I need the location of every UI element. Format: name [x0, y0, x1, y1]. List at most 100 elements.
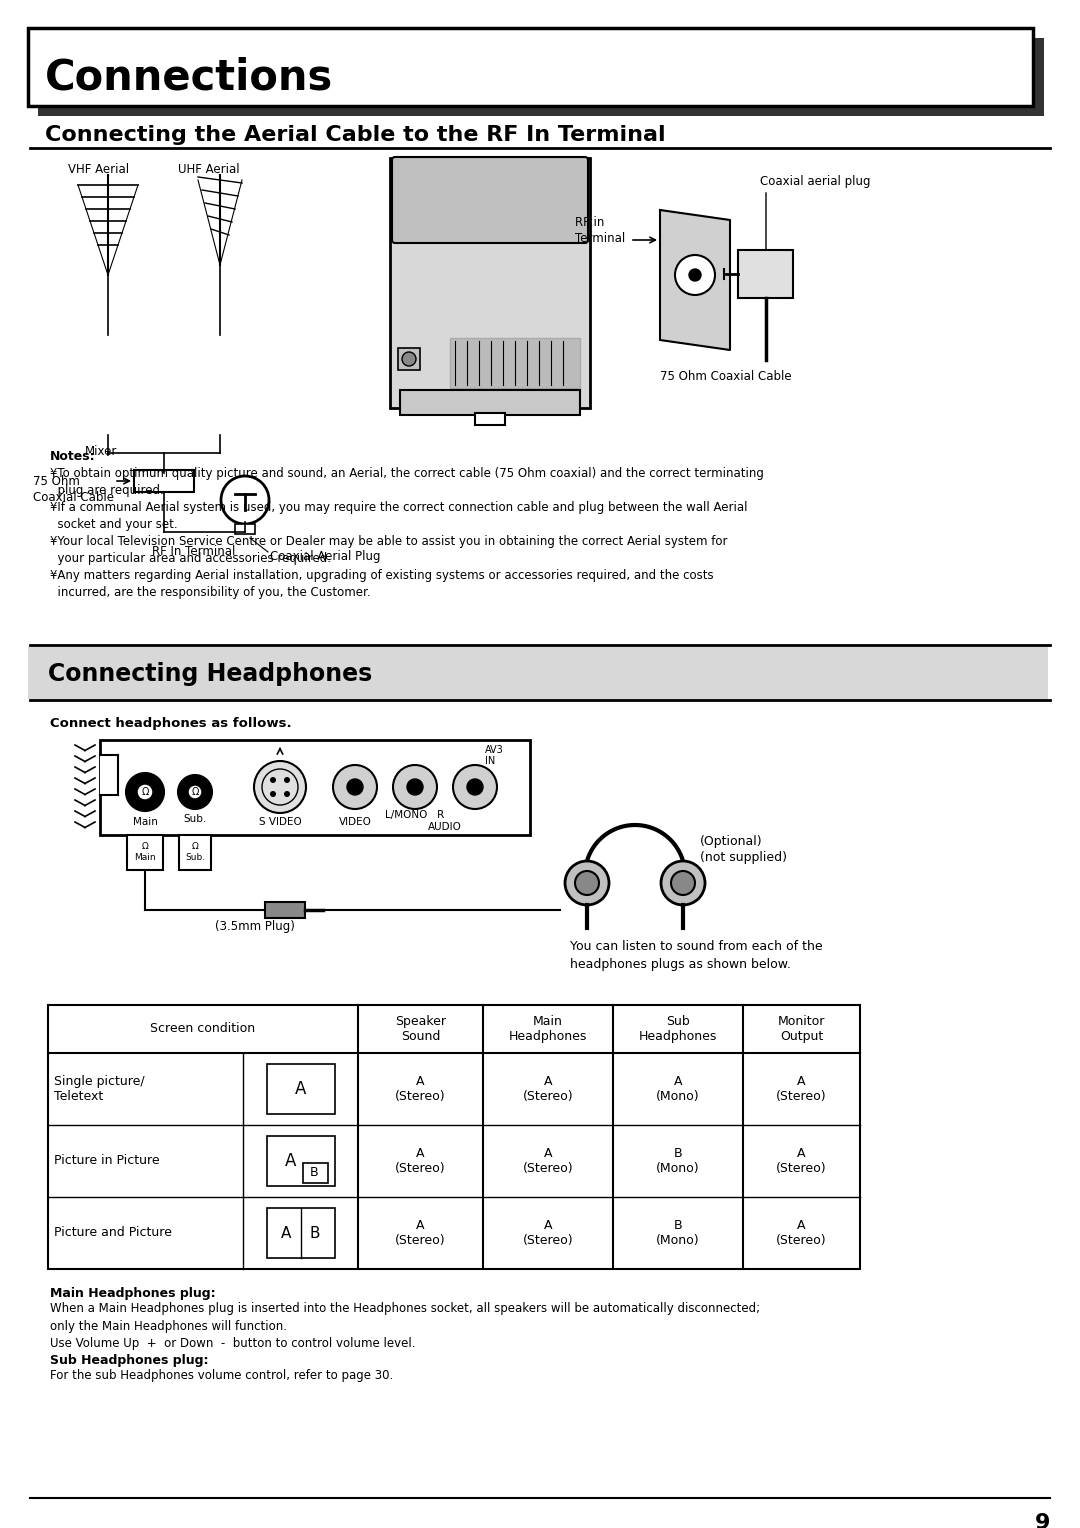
Text: Main: Main — [133, 817, 158, 827]
Text: (3.5mm Plug): (3.5mm Plug) — [215, 920, 295, 934]
Text: Speaker
Sound: Speaker Sound — [395, 1015, 446, 1044]
Text: Sub Headphones plug:: Sub Headphones plug: — [50, 1354, 208, 1368]
Text: A
(Stereo): A (Stereo) — [395, 1148, 446, 1175]
Text: AUDIO: AUDIO — [428, 822, 462, 833]
Text: A: A — [285, 1152, 296, 1170]
Text: your particular area and accessories required.: your particular area and accessories req… — [50, 552, 330, 565]
Text: B
(Mono): B (Mono) — [657, 1148, 700, 1175]
Text: Screen condition: Screen condition — [150, 1022, 256, 1036]
Bar — [265, 902, 305, 918]
Text: Picture and Picture: Picture and Picture — [54, 1227, 172, 1239]
Text: Ω
Sub.: Ω Sub. — [185, 842, 205, 862]
Circle shape — [137, 784, 153, 801]
Circle shape — [689, 269, 701, 281]
FancyBboxPatch shape — [392, 157, 588, 243]
Circle shape — [254, 761, 306, 813]
Bar — [179, 834, 211, 869]
Circle shape — [270, 778, 276, 782]
Text: Ω: Ω — [191, 787, 199, 798]
Text: Ω
Main: Ω Main — [134, 842, 156, 862]
Text: Monitor
Output: Monitor Output — [778, 1015, 825, 1044]
Text: Connecting the Aerial Cable to the RF In Terminal: Connecting the Aerial Cable to the RF In… — [45, 125, 665, 145]
Text: 9: 9 — [1035, 1513, 1050, 1528]
Text: UHF Aerial: UHF Aerial — [178, 163, 240, 176]
Circle shape — [333, 766, 377, 808]
Text: Connecting Headphones: Connecting Headphones — [48, 662, 373, 686]
Text: Coaxial Aerial Plug: Coaxial Aerial Plug — [270, 550, 380, 562]
Text: A
(Stereo): A (Stereo) — [395, 1219, 446, 1247]
Text: AV3
IN: AV3 IN — [485, 746, 503, 766]
Text: A
(Stereo): A (Stereo) — [523, 1148, 573, 1175]
Text: Notes:: Notes: — [50, 451, 96, 463]
Text: L/MONO   R: L/MONO R — [386, 810, 445, 821]
Text: When a Main Headphones plug is inserted into the Headphones socket, all speakers: When a Main Headphones plug is inserted … — [50, 1302, 760, 1332]
Bar — [390, 157, 590, 408]
Text: Mixer: Mixer — [85, 445, 118, 458]
Text: A
(Stereo): A (Stereo) — [777, 1148, 827, 1175]
Bar — [400, 390, 580, 416]
Circle shape — [126, 773, 164, 811]
Text: A
(Stereo): A (Stereo) — [777, 1076, 827, 1103]
Circle shape — [284, 792, 291, 798]
Circle shape — [284, 778, 291, 782]
Circle shape — [565, 860, 609, 905]
Text: Connect headphones as follows.: Connect headphones as follows. — [50, 717, 292, 730]
Text: A: A — [281, 1225, 292, 1241]
Text: RF In Terminal: RF In Terminal — [151, 545, 235, 558]
Text: Connections: Connections — [45, 57, 334, 99]
Text: 75 Ohm Coaxial Cable: 75 Ohm Coaxial Cable — [660, 370, 792, 384]
Text: A
(Stereo): A (Stereo) — [523, 1219, 573, 1247]
Text: Coaxial aerial plug: Coaxial aerial plug — [760, 176, 870, 188]
Text: plug are required.: plug are required. — [50, 484, 164, 497]
Bar — [127, 834, 163, 869]
Text: socket and your set.: socket and your set. — [50, 518, 177, 532]
Text: Single picture/
Teletext: Single picture/ Teletext — [54, 1076, 145, 1103]
Bar — [28, 28, 1032, 105]
Text: Main
Headphones: Main Headphones — [509, 1015, 588, 1044]
Text: S VIDEO: S VIDEO — [258, 817, 301, 827]
Text: ¥If a communal Aerial system is used, you may require the correct connection cab: ¥If a communal Aerial system is used, yo… — [50, 501, 747, 513]
Circle shape — [453, 766, 497, 808]
Bar — [267, 1063, 335, 1114]
Circle shape — [402, 351, 416, 367]
Text: 75 Ohm
Coaxial Cable: 75 Ohm Coaxial Cable — [33, 475, 114, 504]
Bar — [28, 646, 1048, 698]
Circle shape — [661, 860, 705, 905]
Text: ¥Any matters regarding Aerial installation, upgrading of existing systems or acc: ¥Any matters regarding Aerial installati… — [50, 568, 714, 582]
Bar — [48, 1005, 860, 1268]
Text: You can listen to sound from each of the
headphones plugs as shown below.: You can listen to sound from each of the… — [570, 940, 823, 970]
Circle shape — [393, 766, 437, 808]
Text: A: A — [295, 1080, 307, 1099]
Text: A
(Mono): A (Mono) — [657, 1076, 700, 1103]
Text: VHF Aerial: VHF Aerial — [68, 163, 130, 176]
Text: For the sub Headphones volume control, refer to page 30.: For the sub Headphones volume control, r… — [50, 1369, 393, 1381]
Circle shape — [575, 871, 599, 895]
Text: RF in
Terminal: RF in Terminal — [575, 215, 625, 244]
Circle shape — [347, 779, 363, 795]
Text: Picture in Picture: Picture in Picture — [54, 1155, 160, 1167]
Bar — [100, 755, 118, 795]
Text: incurred, are the responsibility of you, the Customer.: incurred, are the responsibility of you,… — [50, 587, 370, 599]
Bar — [38, 38, 1044, 116]
Text: ¥Your local Television Service Centre or Dealer may be able to assist you in obt: ¥Your local Television Service Centre or… — [50, 535, 728, 549]
Bar — [134, 471, 194, 492]
Text: Use Volume Up  +  or Down  -  button to control volume level.: Use Volume Up + or Down - button to cont… — [50, 1337, 416, 1351]
Text: B
(Mono): B (Mono) — [657, 1219, 700, 1247]
Text: A
(Stereo): A (Stereo) — [777, 1219, 827, 1247]
Text: Ω: Ω — [141, 787, 149, 798]
Bar — [738, 251, 793, 298]
Bar — [475, 413, 505, 425]
Circle shape — [407, 779, 423, 795]
Text: Main Headphones plug:: Main Headphones plug: — [50, 1287, 216, 1300]
Text: A
(Stereo): A (Stereo) — [523, 1076, 573, 1103]
Text: VIDEO: VIDEO — [338, 817, 372, 827]
Circle shape — [467, 779, 483, 795]
Circle shape — [270, 792, 276, 798]
Text: B: B — [309, 1225, 320, 1241]
Bar — [100, 740, 530, 834]
Polygon shape — [660, 209, 730, 350]
Text: A
(Stereo): A (Stereo) — [395, 1076, 446, 1103]
Circle shape — [675, 255, 715, 295]
Bar — [302, 1163, 327, 1183]
Circle shape — [671, 871, 696, 895]
